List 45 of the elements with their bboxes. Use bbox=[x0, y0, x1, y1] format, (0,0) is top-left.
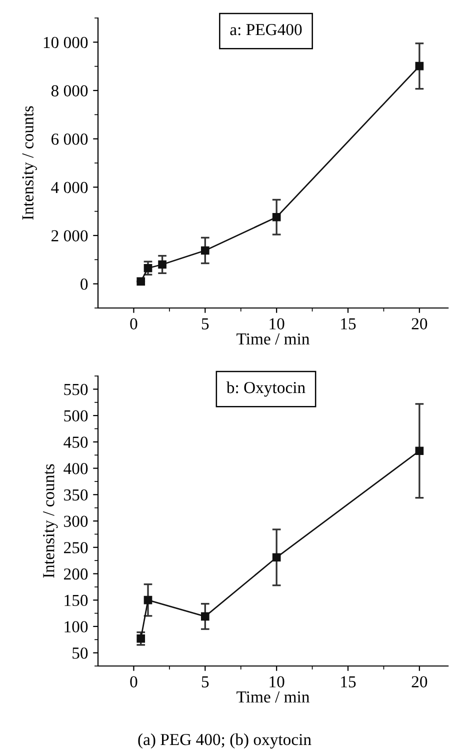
x-tick-label: 5 bbox=[202, 676, 209, 688]
point bbox=[415, 446, 424, 456]
x-tick-label: 20 bbox=[412, 676, 428, 688]
y-tick-label: 500 bbox=[64, 410, 88, 422]
chart-title: a: PEG400 bbox=[230, 24, 302, 36]
y-tick-label: 8 000 bbox=[51, 85, 88, 96]
chart-title: b: Oxytocin bbox=[226, 381, 306, 397]
y-tick-label: 300 bbox=[64, 516, 88, 527]
y-tick-label: 150 bbox=[64, 594, 88, 606]
y-tick-label: 10 000 bbox=[44, 36, 88, 48]
y-tick-label: 400 bbox=[64, 462, 88, 474]
point bbox=[144, 264, 152, 272]
point bbox=[144, 596, 152, 604]
point bbox=[158, 260, 166, 269]
y-tick-label: 0 bbox=[80, 278, 88, 290]
text: (a) PEG 400; (b) oxytocin bbox=[138, 733, 312, 749]
y-tick-label: 6 000 bbox=[51, 134, 88, 145]
x-tick-label: 0 bbox=[130, 676, 138, 688]
point bbox=[415, 62, 424, 70]
point bbox=[200, 246, 210, 255]
x-tick-label: 20 bbox=[412, 318, 428, 330]
point bbox=[136, 277, 146, 286]
y-tick-label: 450 bbox=[64, 436, 88, 448]
x-tick-label: 15 bbox=[341, 676, 356, 688]
y-tick-label: 350 bbox=[64, 489, 88, 501]
x-tick-label: 10 bbox=[270, 676, 284, 688]
y-tick-label: 50 bbox=[72, 648, 88, 659]
x-tick-label: 5 bbox=[202, 318, 209, 330]
x-axis-title: Time / min bbox=[236, 333, 310, 345]
point bbox=[272, 212, 281, 222]
x-tick-label: 15 bbox=[341, 318, 356, 330]
point bbox=[136, 634, 146, 643]
y-tick-label: 250 bbox=[64, 542, 88, 554]
x-tick-label: 0 bbox=[130, 318, 138, 330]
point bbox=[200, 612, 210, 621]
y-axis-title: Intensity / counts bbox=[43, 464, 58, 578]
y-tick-label: 100 bbox=[64, 621, 88, 632]
y-tick-label: 200 bbox=[64, 568, 88, 580]
y-axis-title: Intensity / counts bbox=[22, 106, 37, 220]
y-tick-label: 2 000 bbox=[52, 230, 88, 242]
y-tick-label: 550 bbox=[64, 384, 88, 396]
x-axis-title: Time / min bbox=[236, 691, 310, 703]
x-tick-label: 10 bbox=[270, 318, 284, 330]
y-tick-label: 4 000 bbox=[51, 182, 88, 194]
point bbox=[272, 553, 281, 562]
